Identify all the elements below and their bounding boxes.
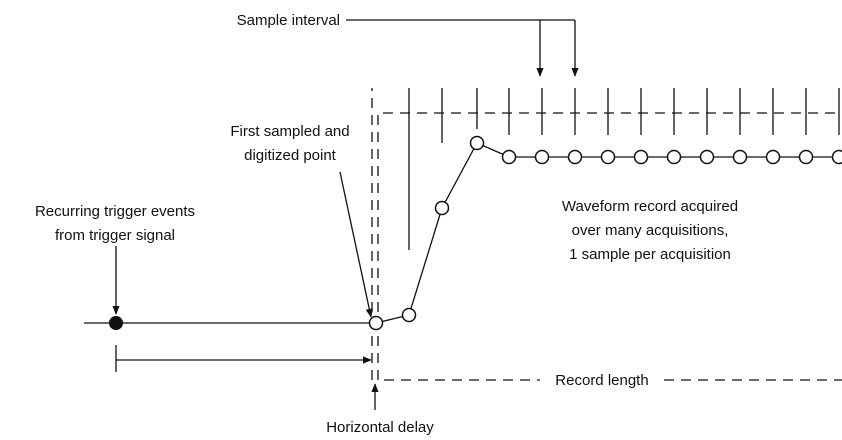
- sample-point: [534, 149, 550, 165]
- sample-point: [600, 149, 616, 165]
- sample-point: [765, 149, 781, 165]
- trigger-point: [109, 316, 123, 330]
- sample-point: [798, 149, 814, 165]
- label: 1 sample per acquisition: [569, 246, 731, 263]
- sample-point: [699, 149, 715, 165]
- sample-point: [666, 149, 682, 165]
- layout: Sample interval First sampled and digitize…: [35, 12, 842, 436]
- label: from trigger signal: [55, 227, 175, 244]
- label: Record length: [555, 372, 648, 389]
- sample-point: [567, 149, 583, 165]
- label: over many acquisitions,: [572, 222, 729, 239]
- sample-point: [501, 149, 517, 165]
- sample-point: [732, 149, 748, 165]
- record-top: [377, 112, 842, 380]
- sample-point: [368, 315, 384, 331]
- sample-point: [469, 135, 485, 151]
- label: Horizontal delay: [326, 419, 434, 436]
- label: digitized point: [244, 147, 337, 164]
- label: Recurring trigger events: [35, 203, 195, 220]
- sample-point: [434, 200, 450, 216]
- label: First sampled and: [230, 123, 349, 140]
- sample-point: [633, 149, 649, 165]
- label: Sample interval: [237, 12, 340, 29]
- sample-point: [831, 149, 842, 165]
- sample-point: [401, 307, 417, 323]
- label: Waveform record acquired: [562, 198, 738, 215]
- arrow: [339, 171, 373, 318]
